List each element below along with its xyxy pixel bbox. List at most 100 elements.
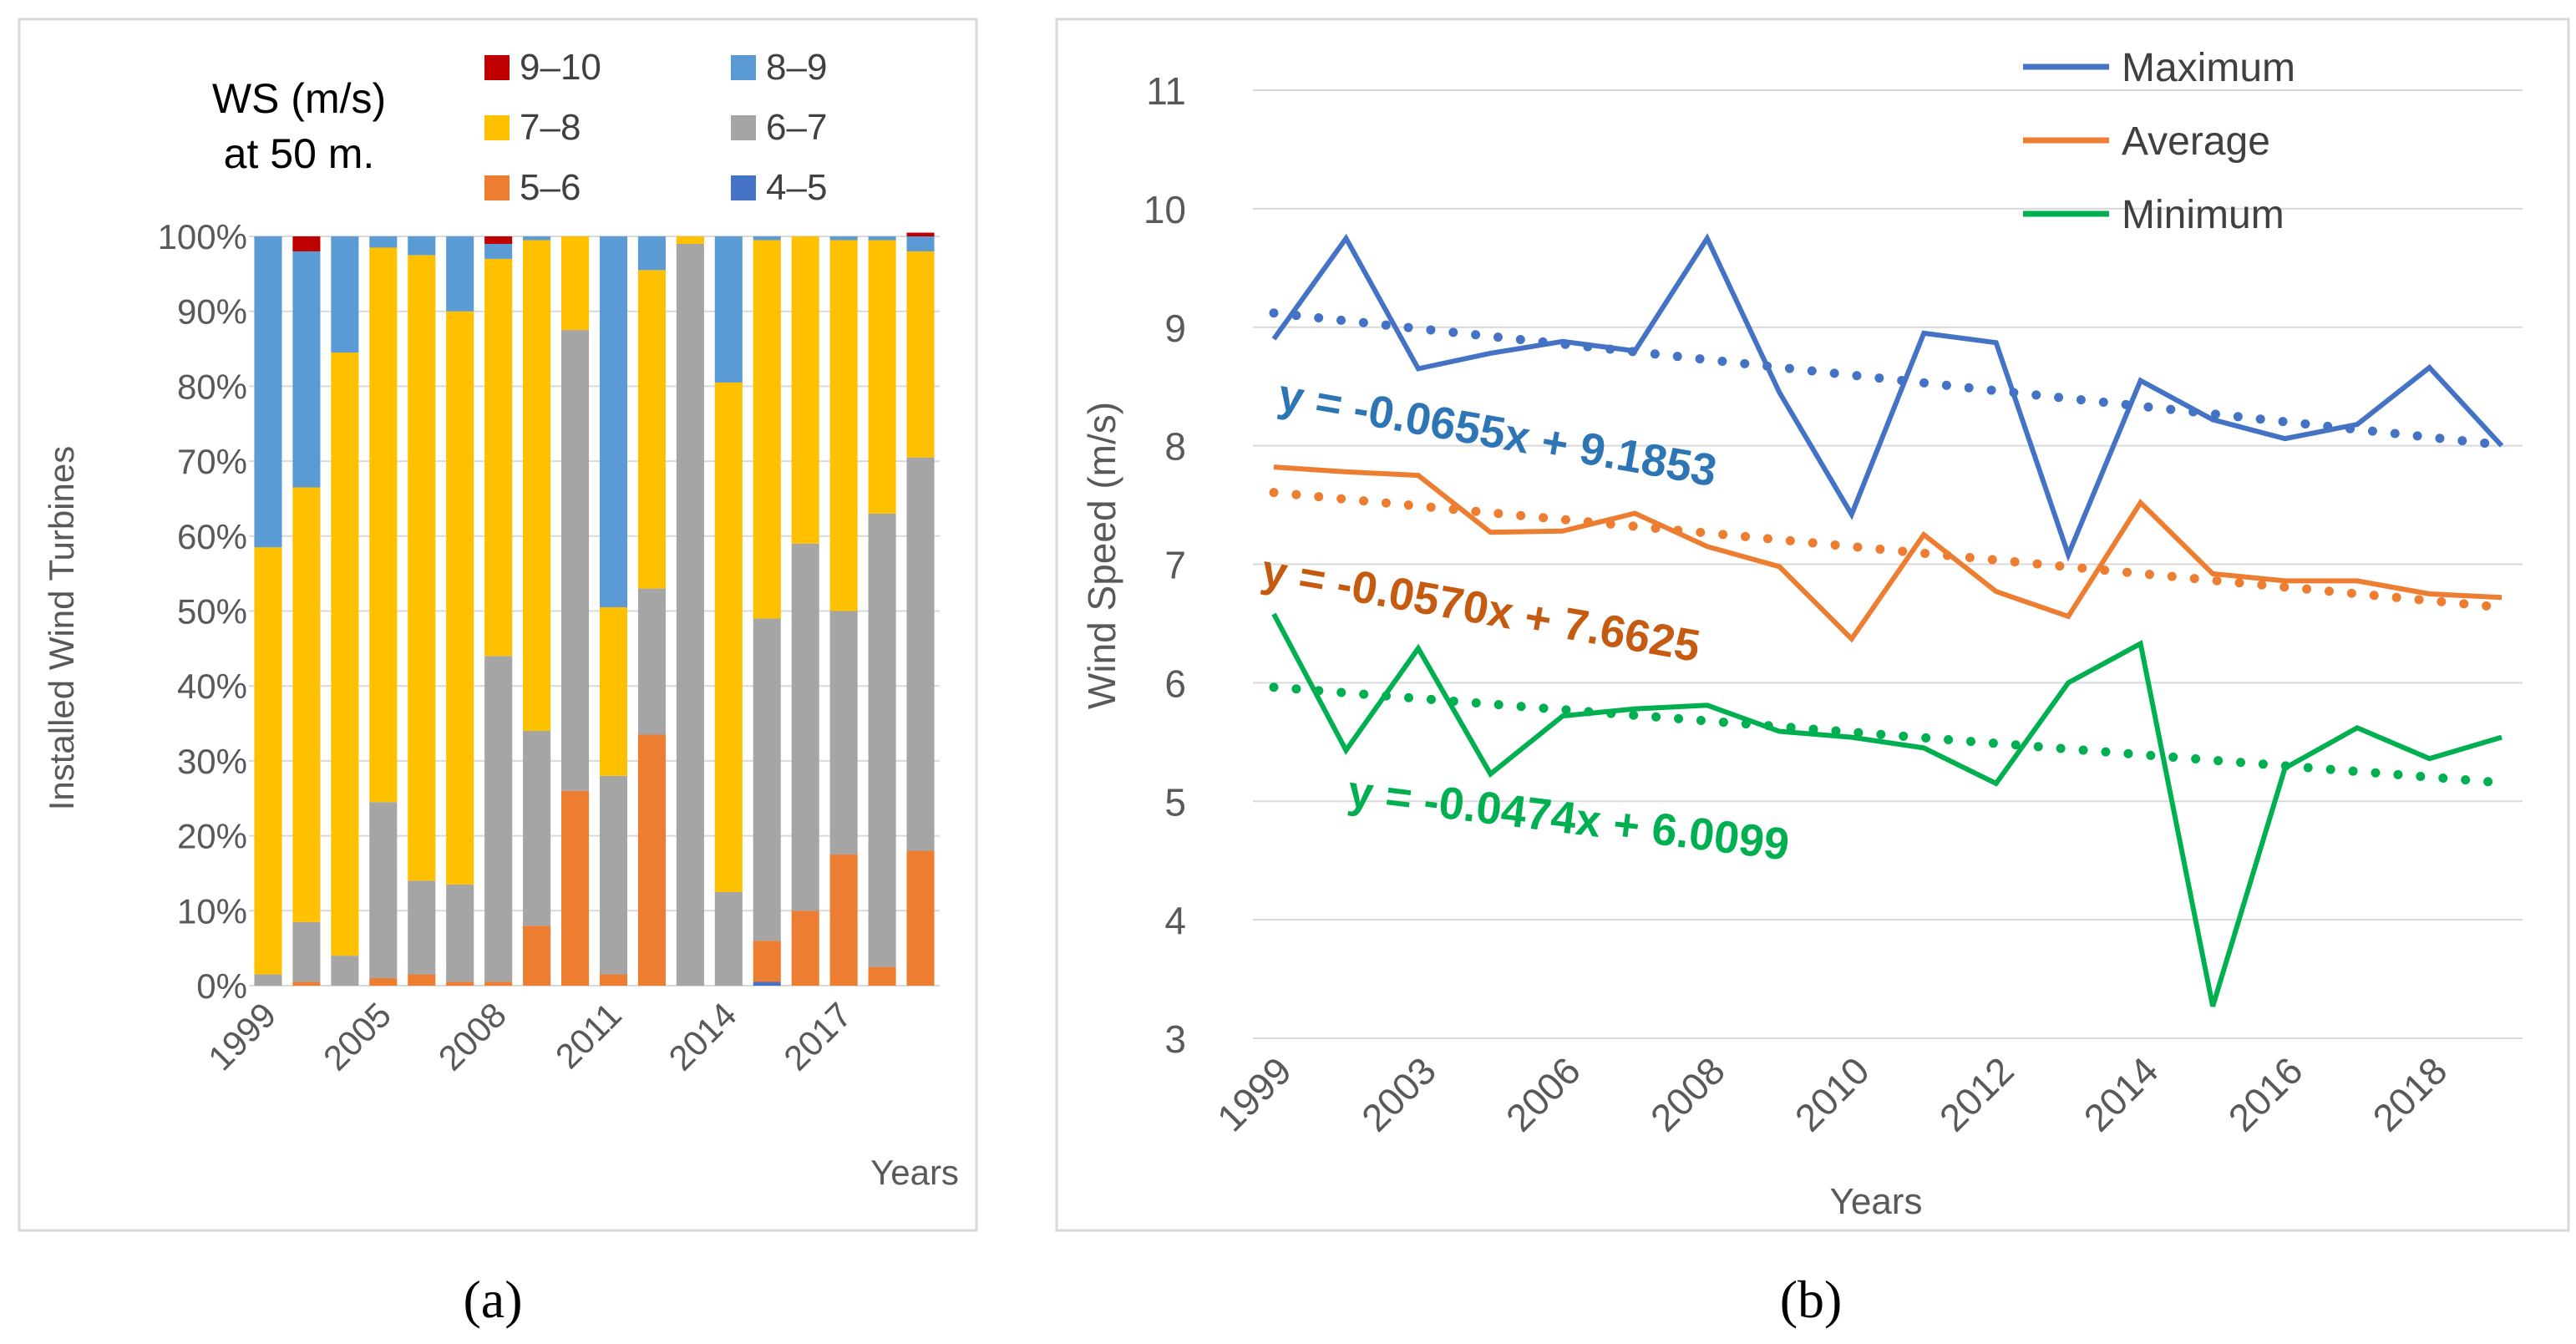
a-bar-segment: [292, 981, 321, 986]
a-legend-label: 6–7: [766, 107, 827, 148]
b-y-axis-title: Wind Speed (m/s): [1080, 402, 1123, 709]
a-legend-swatch: [731, 175, 756, 200]
a-bar-segment: [408, 974, 436, 986]
a-title-line: WS (m/s): [212, 75, 386, 122]
a-bar-segment: [868, 513, 896, 967]
b-series-line: [1271, 233, 2504, 562]
a-bar-segment: [523, 731, 551, 926]
a-bar-segment: [484, 243, 513, 259]
a-bar-segment: [292, 251, 321, 488]
a-title-line: at 50 m.: [224, 130, 375, 177]
a-bar-segment: [906, 232, 935, 236]
a-bar-segment: [906, 457, 935, 851]
a-bar-segment: [829, 611, 858, 855]
a-bar-segment: [599, 775, 628, 975]
a-bars: [254, 232, 935, 986]
a-bar-segment: [369, 802, 398, 979]
b-legend-label: Average: [2122, 119, 2270, 164]
a-y-tick-label: 10%: [177, 891, 247, 931]
a-bar-segment: [829, 240, 858, 611]
a-bar-segment: [369, 247, 398, 803]
a-bar-segment: [254, 547, 282, 975]
a-bar-segment: [753, 981, 781, 986]
a-bar-segment: [791, 543, 819, 911]
a-bar-segment: [446, 311, 474, 885]
panel-label-b: (b): [1780, 1270, 1843, 1329]
a-y-tick-label: 0%: [196, 966, 247, 1006]
b-series-line: [1273, 464, 2502, 643]
a-bar-segment: [753, 236, 781, 241]
a-bar-segment: [408, 236, 436, 256]
a-bar-segment: [331, 352, 359, 956]
a-bar-segment: [829, 855, 858, 986]
a-legend-label: 5–6: [520, 167, 581, 208]
a-y-tick-label: 20%: [177, 817, 247, 856]
a-bar-segment: [484, 236, 513, 244]
b-y-tick-label: 8: [1164, 425, 1186, 469]
b-legend-label: Minimum: [2122, 193, 2284, 237]
a-y-tick-label: 50%: [177, 592, 247, 631]
a-bar-segment: [408, 255, 436, 881]
a-legend-swatch: [731, 55, 756, 80]
a-bar-segment: [523, 236, 551, 241]
a-bar-segment: [829, 236, 858, 241]
b-series-line: [1271, 612, 2502, 1007]
a-bar-segment: [868, 966, 896, 986]
panel-b-frame: [1055, 18, 2570, 1232]
b-legend-label: Maximum: [2122, 46, 2295, 90]
a-bar-segment: [408, 880, 436, 975]
a-bar-segment: [560, 790, 590, 986]
a-legend-label: 4–5: [766, 167, 827, 208]
b-y-tick-label: 5: [1164, 780, 1186, 824]
a-legend-label: 7–8: [520, 107, 581, 148]
a-bar-segment: [791, 236, 819, 544]
a-bar-segment: [369, 236, 398, 248]
a-y-tick-label: 100%: [158, 217, 247, 256]
b-y-tick-labels: 3 4 5 6 7 8 9 10 11: [1143, 69, 1186, 1061]
a-bar-segment: [292, 487, 321, 922]
a-y-tick-label: 60%: [177, 517, 247, 556]
a-bar-segment: [791, 910, 819, 986]
a-y-tick-label: 30%: [177, 742, 247, 781]
a-bar-segment: [714, 236, 743, 383]
a-x-axis-title: Years: [870, 1153, 959, 1192]
b-y-tick-label: 9: [1164, 307, 1186, 350]
a-bar-segment: [292, 236, 321, 251]
a-bar-segment: [523, 240, 551, 732]
a-y-axis-title: Installed Wind Turbines: [42, 446, 81, 811]
a-bar-segment: [446, 884, 474, 982]
b-legend: Maximum Average Minimum: [2023, 46, 2295, 237]
b-series-lines: [1271, 233, 2504, 1007]
a-legend-label: 9–10: [520, 47, 601, 88]
a-bar-segment: [599, 236, 628, 608]
a-bar-segment: [254, 974, 282, 986]
a-bar-segment: [484, 981, 513, 986]
a-y-tick-labels: 0% 10% 20% 30% 40% 50% 60% 70% 80% 90% 100%: [158, 217, 247, 1006]
a-bar-segment: [868, 240, 896, 514]
a-bar-segment: [484, 258, 513, 657]
a-bar-segment: [714, 382, 743, 892]
a-bar-segment: [560, 236, 590, 331]
a-bar-segment: [484, 656, 513, 982]
b-x-axis-title: Years: [1830, 1181, 1923, 1222]
a-bar-segment: [753, 618, 781, 941]
a-chart-title: WS (m/s) at 50 m.: [212, 75, 386, 177]
b-trendlines: [1269, 308, 2507, 788]
a-bar-segment: [369, 978, 398, 986]
a-gridlines: [249, 236, 940, 986]
a-bar-segment: [523, 926, 551, 986]
a-y-tick-label: 70%: [177, 442, 247, 481]
a-legend-swatch: [731, 115, 756, 140]
a-y-tick-label: 90%: [177, 292, 247, 332]
a-y-tick-label: 40%: [177, 667, 247, 706]
a-bar-segment: [753, 941, 781, 982]
a-bar-segment: [868, 236, 896, 241]
b-y-tick-label: 7: [1164, 544, 1186, 587]
b-y-tick-label: 6: [1164, 662, 1186, 705]
a-bar-segment: [637, 236, 666, 271]
a-legend-swatch: [484, 175, 510, 200]
a-bar-segment: [637, 588, 666, 735]
a-legend-swatch: [484, 115, 510, 140]
a-bar-segment: [637, 270, 666, 589]
